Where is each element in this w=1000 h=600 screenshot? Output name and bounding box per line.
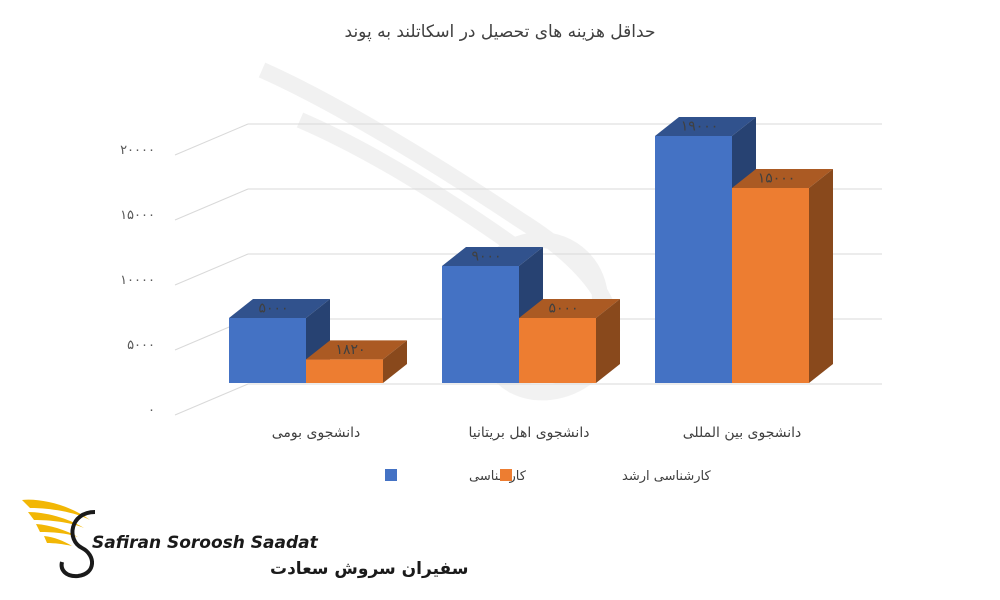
y-tick-label: ۰: [148, 403, 155, 418]
legend-swatch: [385, 469, 397, 481]
gridline-diagonal: [174, 383, 249, 416]
y-tick-label: ۲۰۰۰۰: [120, 143, 155, 158]
bar-side: [596, 299, 620, 383]
bar: [306, 340, 407, 383]
bar-side: [383, 340, 407, 383]
bar-side: [809, 169, 833, 383]
y-tick-label: ۱۰۰۰۰: [120, 273, 155, 288]
winged-s-logo-icon: [22, 499, 96, 579]
data-label: ۵۰۰۰: [258, 301, 288, 317]
bar-top: [655, 117, 756, 136]
gridline-diagonal: [174, 123, 249, 156]
bar-front: [306, 359, 383, 383]
bar-top: [732, 169, 833, 188]
x-tick-label: دانشجوی بومی: [272, 425, 360, 441]
brand-name-fa: سفیران سروش سعادت: [270, 559, 468, 579]
chart-title: حداقل هزینه های تحصیل در اسکاتلند به پون…: [345, 22, 656, 42]
brand-logo: Safiran Soroosh Saadat سفیران سروش سعادت: [22, 499, 468, 579]
bar-front: [732, 188, 809, 383]
gridline-diagonal: [174, 253, 249, 286]
gridline-diagonal: [174, 188, 249, 221]
bar-front: [655, 136, 732, 383]
data-label: ۹۰۰۰: [471, 249, 501, 265]
legend-label: کارشناسی ارشد: [622, 469, 711, 484]
bars: [229, 117, 833, 383]
legend-label: کارشناسی: [469, 469, 527, 484]
bar-top: [229, 299, 330, 318]
data-label: ۵۰۰۰: [548, 301, 578, 317]
legend: کارشناسی کارشناسی ارشد: [385, 469, 711, 484]
legend-swatch: [500, 469, 512, 481]
y-axis: ۰ ۵۰۰۰ ۱۰۰۰۰ ۱۵۰۰۰ ۲۰۰۰۰: [120, 143, 155, 418]
bar: [519, 299, 620, 383]
data-labels: ۵۰۰۰ ۱۸۲۰ ۹۰۰۰ ۵۰۰۰ ۱۹۰۰۰ ۱۵۰۰۰: [258, 119, 795, 358]
bar: [229, 299, 330, 383]
x-tick-label: دانشجوی بین المللی: [683, 425, 802, 441]
data-label: ۱۹۰۰۰: [681, 119, 719, 135]
x-tick-label: دانشجوی اهل بریتانیا: [469, 425, 590, 441]
bar-top: [519, 299, 620, 318]
bar-top: [442, 247, 543, 266]
bar: [655, 117, 756, 383]
bar-top: [306, 340, 407, 360]
bar-front: [519, 318, 596, 383]
bar: [732, 169, 833, 383]
data-label: ۱۸۲۰: [335, 342, 365, 358]
bar-front: [229, 318, 306, 383]
y-tick-label: ۱۵۰۰۰: [120, 208, 155, 223]
y-tick-label: ۵۰۰۰: [127, 338, 155, 353]
bar-front: [442, 266, 519, 383]
data-label: ۱۵۰۰۰: [758, 171, 796, 187]
x-axis: دانشجوی بومی دانشجوی اهل بریتانیا دانشجوی …: [272, 425, 802, 441]
brand-name-en: Safiran Soroosh Saadat: [92, 533, 319, 553]
